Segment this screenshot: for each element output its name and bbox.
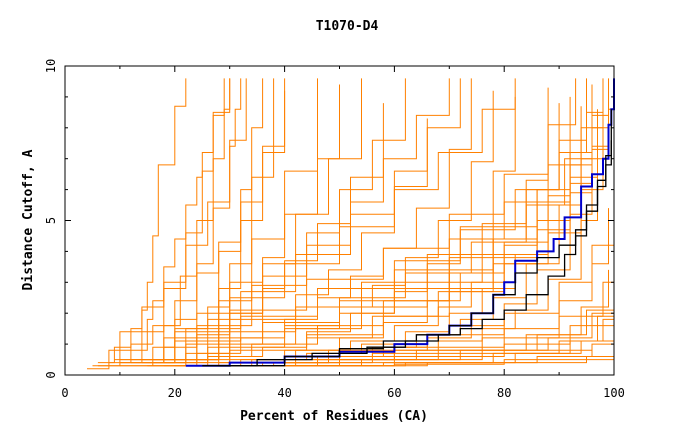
- background-series-group: [87, 78, 615, 370]
- x-tick-label: 60: [387, 386, 401, 400]
- model-line-17: [174, 208, 609, 367]
- x-tick-label: 0: [61, 386, 68, 400]
- model-line-48: [449, 78, 615, 289]
- chart-title: T1070-D4: [316, 19, 379, 34]
- model-line-25: [262, 282, 615, 364]
- axis-ticks: 0 20 40 60 80 100 0 5 10: [44, 59, 625, 400]
- highlight-line-3: [218, 109, 612, 367]
- highlight-series-group: [185, 78, 615, 367]
- model-line-1: [92, 78, 231, 367]
- x-tick-label: 40: [277, 386, 291, 400]
- model-line-51: [306, 96, 609, 339]
- model-line-36: [152, 78, 406, 361]
- model-line-53: [284, 334, 615, 367]
- model-line-2: [97, 78, 187, 364]
- model-line-23: [273, 313, 615, 367]
- x-tick-label: 80: [497, 386, 511, 400]
- model-line-6: [130, 103, 384, 364]
- x-tick-label: 20: [168, 386, 182, 400]
- model-line-47: [394, 84, 609, 302]
- model-line-50: [251, 103, 604, 345]
- y-axis-label: Distance Cutoff, A: [21, 149, 36, 290]
- model-line-40: [196, 78, 275, 361]
- model-line-29: [141, 109, 598, 364]
- x-axis-label: Percent of Residues (CA): [240, 409, 428, 424]
- model-line-41: [163, 78, 264, 364]
- model-line-21: [229, 288, 615, 367]
- y-tick-label: 5: [44, 217, 58, 224]
- y-tick-label: 10: [44, 59, 58, 73]
- model-line-31: [119, 78, 587, 364]
- model-line-35: [141, 78, 450, 361]
- model-line-34: [130, 78, 461, 361]
- x-tick-label: 100: [603, 386, 625, 400]
- highlight-line-2: [202, 140, 612, 367]
- model-line-32: [114, 78, 577, 361]
- model-line-26: [240, 251, 615, 364]
- model-line-44: [119, 78, 225, 364]
- y-tick-label: 0: [44, 371, 58, 378]
- model-line-49: [229, 78, 604, 333]
- model-line-20: [207, 276, 615, 367]
